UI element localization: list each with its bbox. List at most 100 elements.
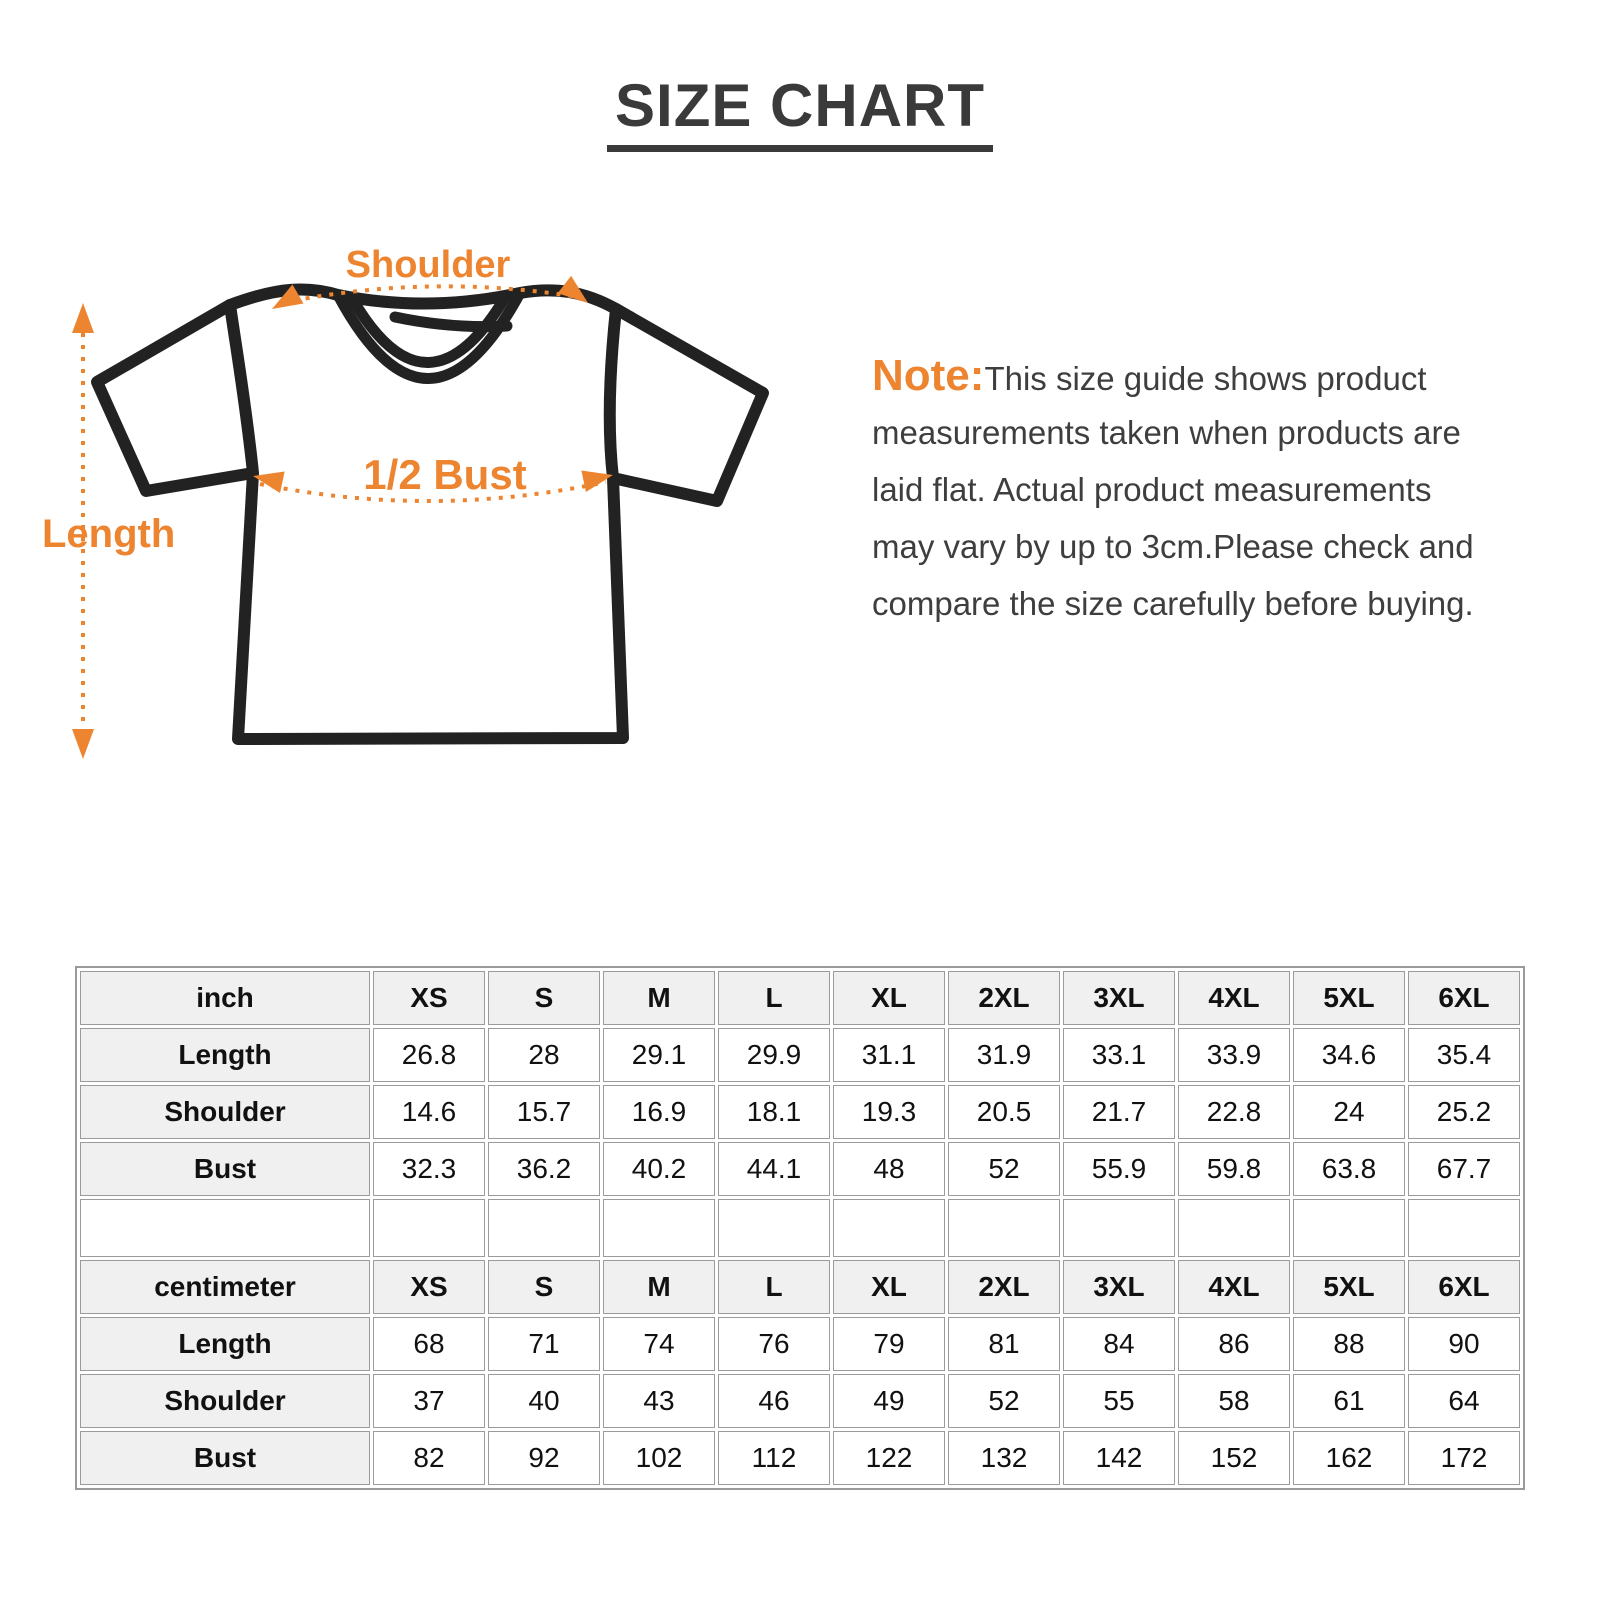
spacer-cell <box>1293 1199 1405 1257</box>
value-cell: 49 <box>833 1374 945 1428</box>
value-cell: 18.1 <box>718 1085 830 1139</box>
spacer-cell <box>488 1199 600 1257</box>
size-header-cell: XL <box>833 1260 945 1314</box>
value-cell: 14.6 <box>373 1085 485 1139</box>
table-row: Bust 32.3 36.2 40.2 44.1 48 52 55.9 59.8 63.8 67.7 <box>80 1142 1520 1196</box>
value-cell: 36.2 <box>488 1142 600 1196</box>
value-cell: 152 <box>1178 1431 1290 1485</box>
value-cell: 19.3 <box>833 1085 945 1139</box>
shoulder-dimension-line <box>281 284 579 305</box>
value-cell: 34.6 <box>1293 1028 1405 1082</box>
size-header-cell: M <box>603 1260 715 1314</box>
value-cell: 43 <box>603 1374 715 1428</box>
value-cell: 16.9 <box>603 1085 715 1139</box>
size-header-cell: S <box>488 1260 600 1314</box>
size-header-cell: 4XL <box>1178 1260 1290 1314</box>
size-header-cell: 5XL <box>1293 971 1405 1025</box>
value-cell: 142 <box>1063 1431 1175 1485</box>
value-cell: 24 <box>1293 1085 1405 1139</box>
value-cell: 31.9 <box>948 1028 1060 1082</box>
value-cell: 67.7 <box>1408 1142 1520 1196</box>
unit-header-cell: inch <box>80 971 370 1025</box>
value-cell: 162 <box>1293 1431 1405 1485</box>
table-row: Length 26.8 28 29.1 29.9 31.1 31.9 33.1 33.9 34.6… <box>80 1028 1520 1082</box>
length-label: Length <box>42 512 175 556</box>
size-header-cell: 6XL <box>1408 971 1520 1025</box>
note-label: Note: <box>872 351 985 400</box>
note-line: compare the size carefully before buying… <box>872 585 1474 622</box>
size-header-cell: 2XL <box>948 971 1060 1025</box>
note-line: may vary by up to 3cm.Please check and <box>872 528 1474 565</box>
size-header-cell: L <box>718 1260 830 1314</box>
value-cell: 82 <box>373 1431 485 1485</box>
spacer-cell <box>1178 1199 1290 1257</box>
shoulder-arrowhead-right-icon <box>557 275 588 303</box>
value-cell: 172 <box>1408 1431 1520 1485</box>
value-cell: 33.1 <box>1063 1028 1175 1082</box>
value-cell: 55 <box>1063 1374 1175 1428</box>
value-cell: 25.2 <box>1408 1085 1520 1139</box>
value-cell: 52 <box>948 1142 1060 1196</box>
value-cell: 92 <box>488 1431 600 1485</box>
note-text: This size guide shows product <box>984 360 1427 397</box>
tshirt-right-sleeve <box>607 303 769 507</box>
value-cell: 58 <box>1178 1374 1290 1428</box>
value-cell: 122 <box>833 1431 945 1485</box>
size-header-cell: XL <box>833 971 945 1025</box>
note-line: Note:This size guide shows product <box>872 347 1552 404</box>
value-cell: 20.5 <box>948 1085 1060 1139</box>
size-header-cell: S <box>488 971 600 1025</box>
note-block: Note:This size guide shows product measu… <box>872 347 1552 632</box>
value-cell: 37 <box>373 1374 485 1428</box>
spacer-cell <box>80 1199 370 1257</box>
size-header-cell: M <box>603 971 715 1025</box>
table-header-row: inch XS S M L XL 2XL 3XL 4XL 5XL 6XL <box>80 971 1520 1025</box>
note-line: laid flat. Actual product measurements <box>872 471 1432 508</box>
length-arrowhead-bottom-icon <box>72 729 94 759</box>
value-cell: 22.8 <box>1178 1085 1290 1139</box>
length-arrowhead-top-icon <box>72 303 94 333</box>
spacer-row <box>80 1199 1520 1257</box>
table-row: Length 68 71 74 76 79 81 84 86 88 90 <box>80 1317 1520 1371</box>
shoulder-arrowhead-left-icon <box>272 284 304 309</box>
tshirt-collar-back-band <box>389 311 513 333</box>
value-cell: 59.8 <box>1178 1142 1290 1196</box>
value-cell: 31.1 <box>833 1028 945 1082</box>
value-cell: 63.8 <box>1293 1142 1405 1196</box>
size-table: inch XS S M L XL 2XL 3XL 4XL 5XL 6XL Length 26.8 28 29… <box>75 966 1525 1490</box>
size-header-cell: 3XL <box>1063 1260 1175 1314</box>
page-title: SIZE CHART <box>607 76 993 152</box>
size-header-cell: 6XL <box>1408 1260 1520 1314</box>
value-cell: 46 <box>718 1374 830 1428</box>
page-header: SIZE CHART <box>0 76 1600 152</box>
table-row: Shoulder 37 40 43 46 49 52 55 58 61 64 <box>80 1374 1520 1428</box>
value-cell: 61 <box>1293 1374 1405 1428</box>
table-header-row: centimeter XS S M L XL 2XL 3XL 4XL 5XL 6XL <box>80 1260 1520 1314</box>
value-cell: 79 <box>833 1317 945 1371</box>
value-cell: 68 <box>373 1317 485 1371</box>
value-cell: 71 <box>488 1317 600 1371</box>
value-cell: 40 <box>488 1374 600 1428</box>
value-cell: 28 <box>488 1028 600 1082</box>
spacer-cell <box>1408 1199 1520 1257</box>
note-line: measurements taken when products are <box>872 414 1461 451</box>
value-cell: 84 <box>1063 1317 1175 1371</box>
value-cell: 48 <box>833 1142 945 1196</box>
spacer-cell <box>718 1199 830 1257</box>
size-header-cell: L <box>718 971 830 1025</box>
value-cell: 40.2 <box>603 1142 715 1196</box>
spacer-cell <box>948 1199 1060 1257</box>
value-cell: 55.9 <box>1063 1142 1175 1196</box>
half-bust-label: 1/2 Bust <box>363 451 526 498</box>
value-cell: 88 <box>1293 1317 1405 1371</box>
value-cell: 33.9 <box>1178 1028 1290 1082</box>
size-header-cell: XS <box>373 971 485 1025</box>
value-cell: 32.3 <box>373 1142 485 1196</box>
table-row: Bust 82 92 102 112 122 132 142 152 162 172 <box>80 1431 1520 1485</box>
unit-header-cell: centimeter <box>80 1260 370 1314</box>
value-cell: 44.1 <box>718 1142 830 1196</box>
tshirt-body-outline <box>224 283 629 745</box>
value-cell: 64 <box>1408 1374 1520 1428</box>
row-label-cell: Shoulder <box>80 1374 370 1428</box>
